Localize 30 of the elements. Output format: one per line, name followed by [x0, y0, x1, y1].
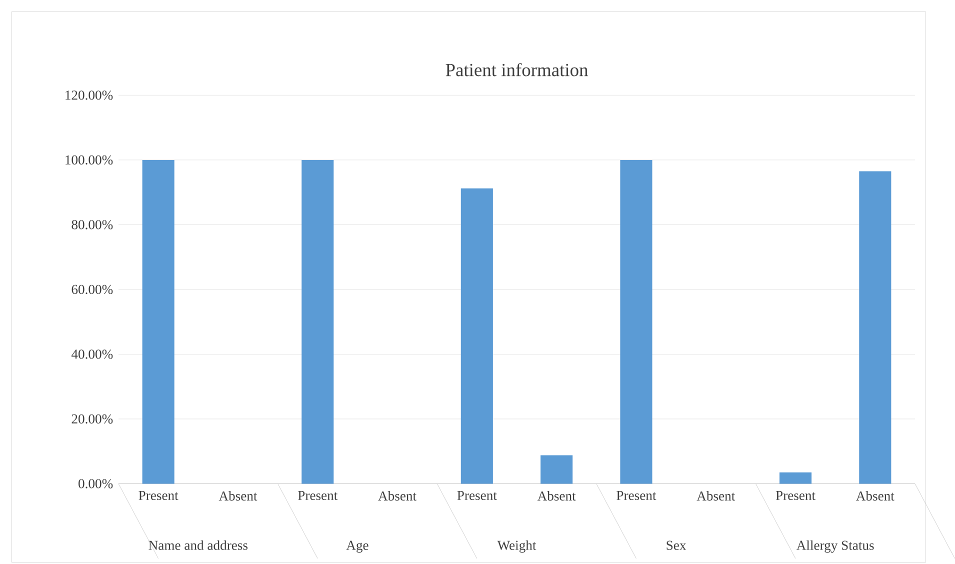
y-tick-label: 20.00%	[72, 414, 113, 424]
x-tick-label: Present	[457, 490, 497, 500]
bar	[859, 171, 892, 484]
bar	[302, 160, 334, 484]
text: Sex	[666, 540, 686, 550]
bar	[142, 160, 174, 484]
text: Allergy Status	[796, 540, 874, 553]
x-tick-label: Present	[616, 490, 656, 500]
text: Weight	[497, 540, 536, 553]
bar	[620, 160, 652, 484]
text: Name and address	[148, 540, 248, 550]
y-tick-label: 60.00%	[72, 284, 113, 294]
y-tick-label: 0.00%	[78, 478, 113, 488]
x-tick-label: Absent	[537, 490, 576, 500]
x-tick-label: Present	[298, 490, 338, 500]
bar	[460, 188, 493, 484]
y-tick-label: 120.00%	[66, 90, 113, 100]
x-tick-label: Present	[776, 490, 816, 500]
x-tick-label: Absent	[218, 490, 258, 500]
text: Age	[346, 540, 368, 553]
y-tick-label: 100.00%	[66, 155, 113, 164]
x-tick-label: Present	[138, 490, 178, 500]
x-tick-label: Absent	[696, 490, 736, 500]
bar	[540, 455, 573, 484]
x-tick-label: Absent	[856, 490, 894, 500]
chart-title: Patient information	[446, 62, 588, 76]
bar	[779, 472, 812, 484]
y-tick-label: 40.00%	[71, 349, 113, 359]
x-tick-label: Absent	[378, 490, 416, 500]
y-tick-label: 80.00%	[72, 220, 113, 230]
